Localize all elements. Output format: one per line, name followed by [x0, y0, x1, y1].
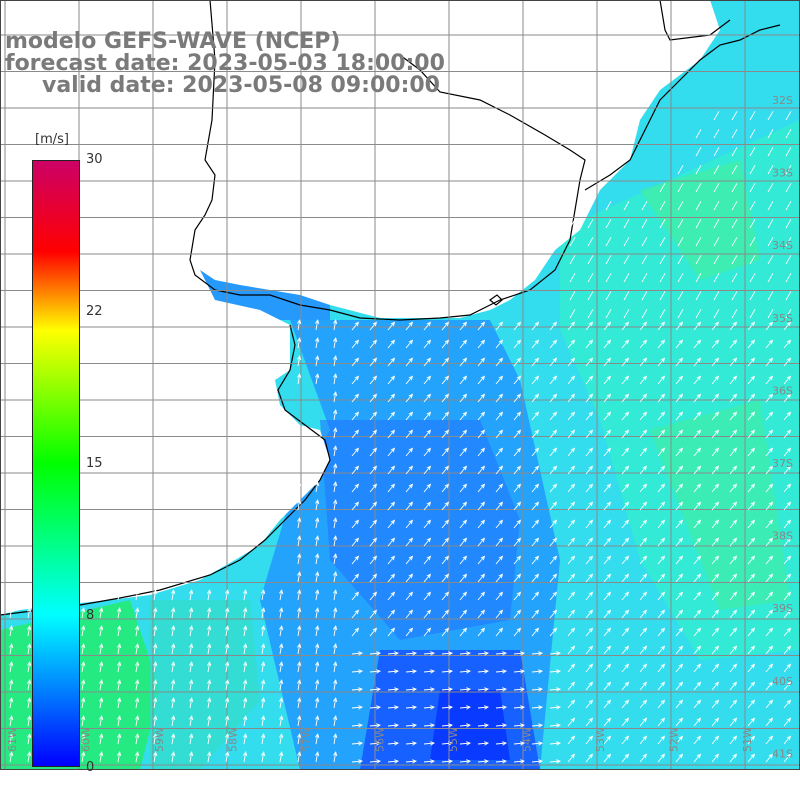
- latitude-labels: 32S 33S 34S 35S 36S 37S 38S 39S 40S 41S: [772, 94, 793, 760]
- lat-label: 33S: [772, 167, 793, 180]
- lat-label: 39S: [772, 602, 793, 615]
- forecast-date: forecast date: 2023-05-03 18:00:00: [5, 51, 445, 76]
- lat-label: 36S: [772, 384, 793, 397]
- lon-label: 52W: [668, 727, 681, 752]
- longitude-labels: 61W 60W 59W 58W 57W 56W 55W 54W 53W 52W 51W: [6, 727, 754, 752]
- colorbar-tick-22: 22: [86, 304, 103, 319]
- colorbar-unit: [m/s]: [35, 132, 69, 147]
- lon-label: 56W: [374, 727, 387, 752]
- colorbar: [32, 160, 80, 767]
- lon-label: 58W: [227, 727, 240, 752]
- lon-label: 59W: [153, 727, 166, 752]
- lon-label: 60W: [80, 727, 93, 752]
- lon-label: 61W: [6, 727, 19, 752]
- lat-label: 38S: [772, 530, 793, 543]
- lat-label: 40S: [772, 675, 793, 688]
- colorbar-tick-30: 30: [86, 152, 103, 167]
- lon-label: 55W: [447, 727, 460, 752]
- lon-label: 54W: [521, 727, 534, 752]
- land-north: [0, 0, 720, 318]
- lat-label: 34S: [772, 239, 793, 252]
- model-title: modelo GEFS-WAVE (NCEP): [5, 29, 341, 54]
- colorbar-tick-0: 0: [86, 760, 95, 775]
- lon-label: 53W: [594, 727, 607, 752]
- colorbar-tick-8: 8: [86, 608, 95, 623]
- wind-arrows: [9, 111, 792, 764]
- lat-label: 37S: [772, 457, 793, 470]
- lat-label: 35S: [772, 312, 793, 325]
- coastline: [189, 0, 586, 321]
- lat-label: 32S: [772, 94, 793, 107]
- colorbar-tick-15: 15: [86, 456, 103, 471]
- lon-label: 57W: [300, 727, 313, 752]
- valid-date: valid date: 2023-05-08 09:00:00: [42, 73, 440, 98]
- land-south-west: [0, 270, 330, 615]
- lon-label: 51W: [741, 727, 754, 752]
- lat-label: 41S: [772, 747, 793, 760]
